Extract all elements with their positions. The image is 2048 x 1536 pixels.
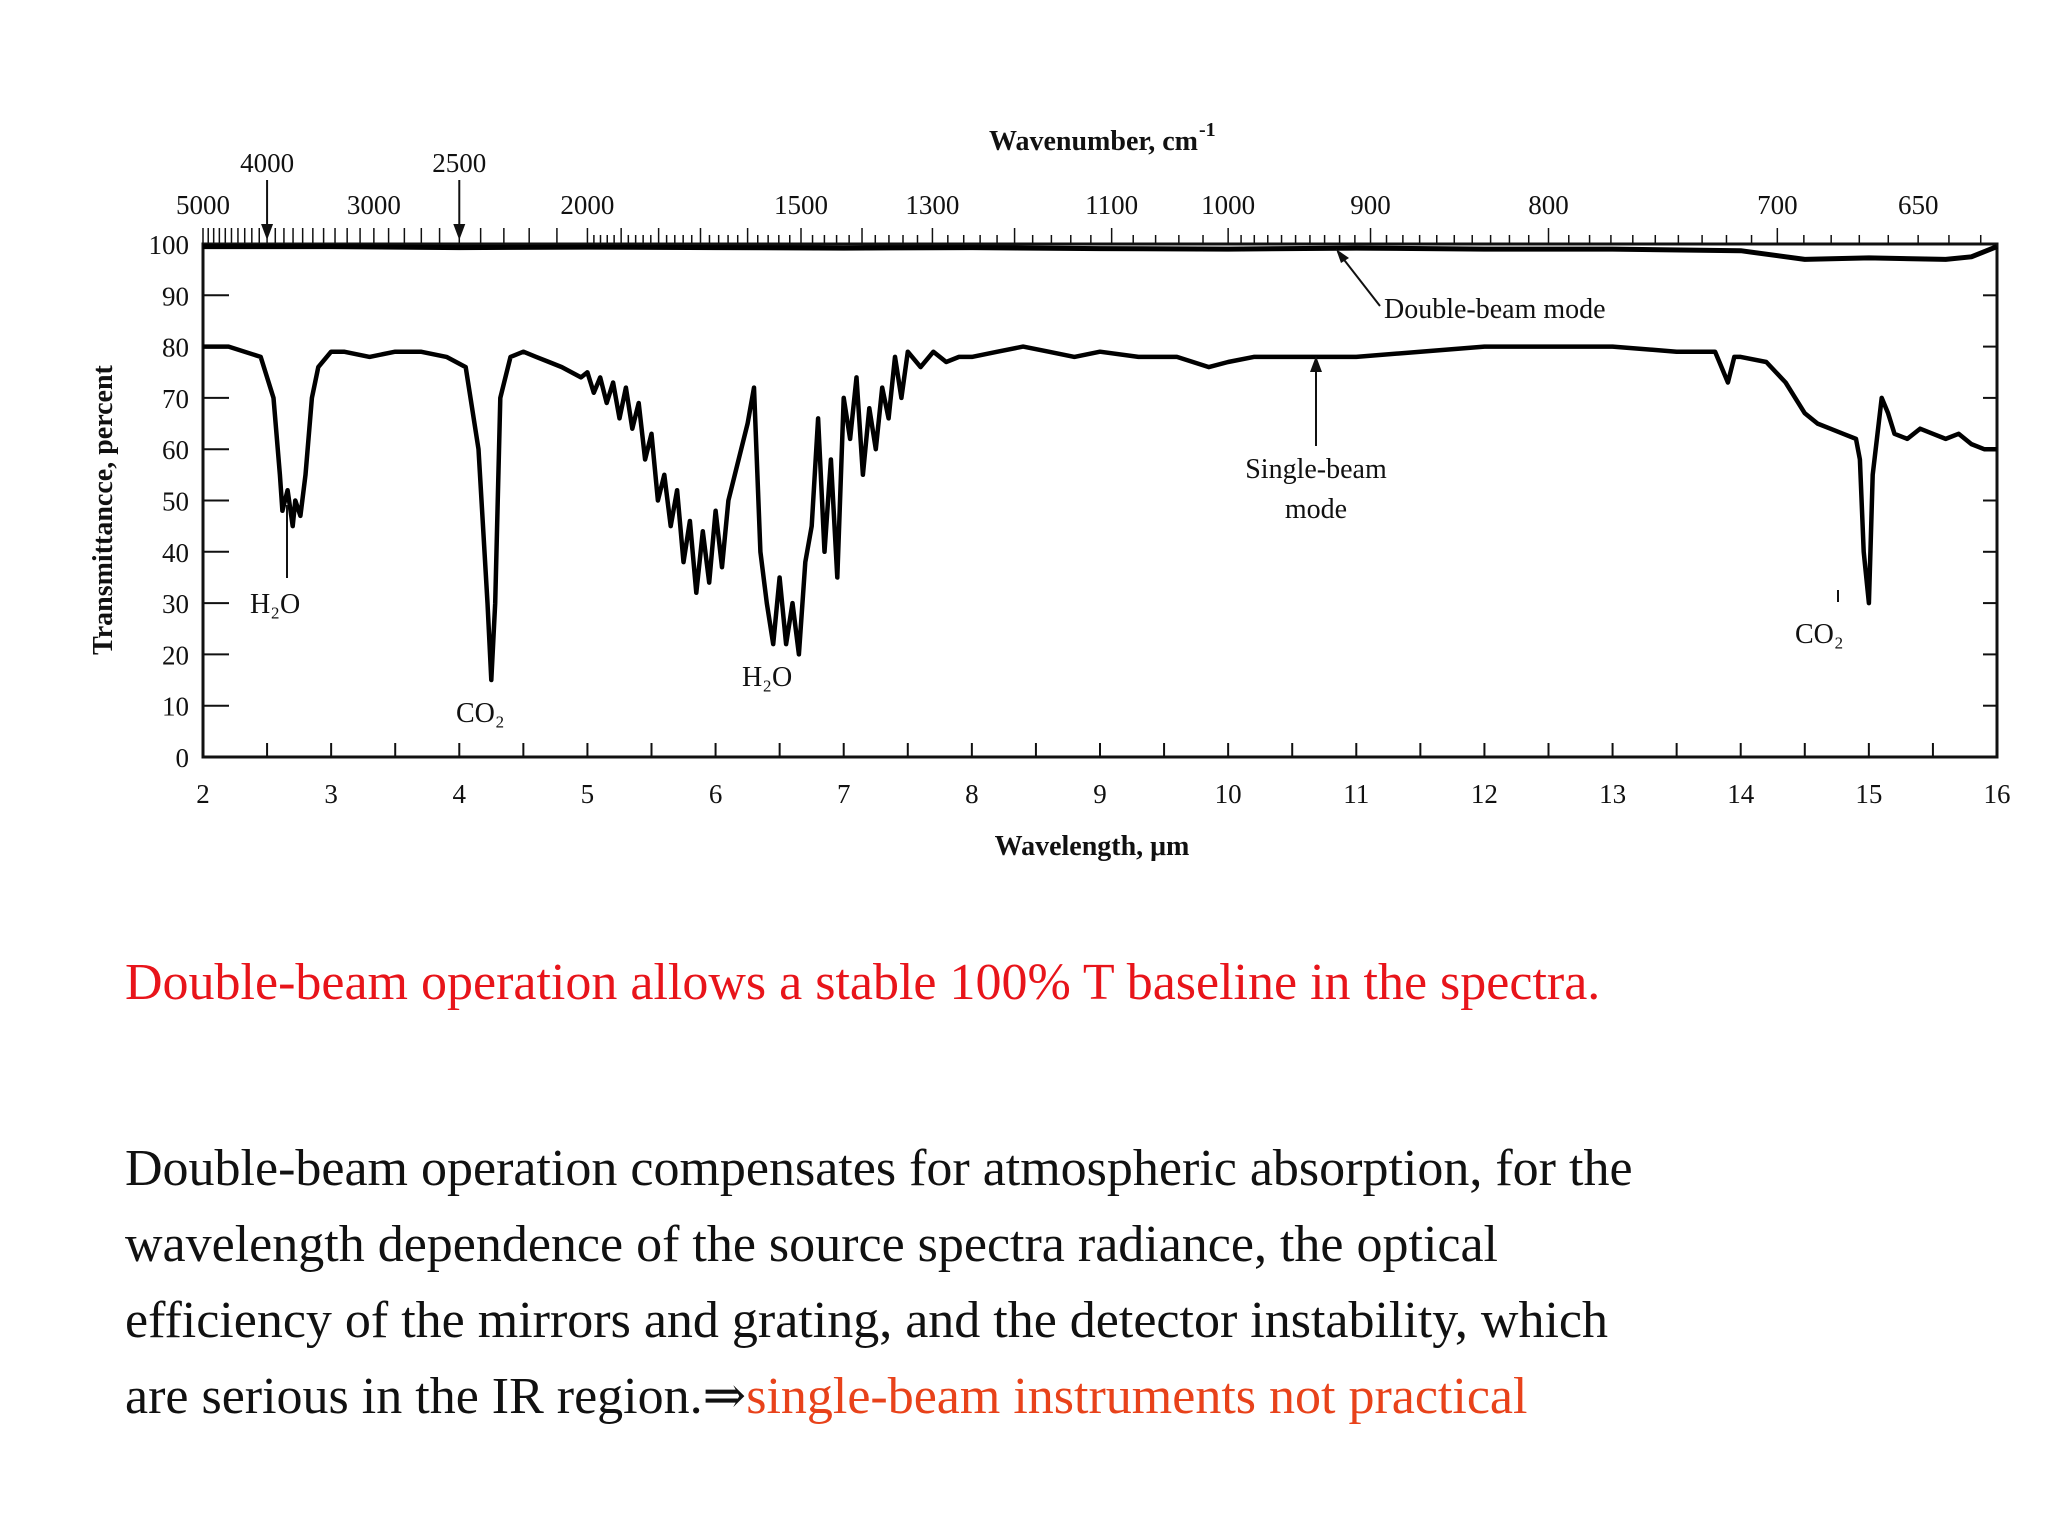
body-line-2: wavelength dependence of the source spec… bbox=[125, 1216, 1498, 1273]
x-axis-title: Wavelength, μm bbox=[995, 831, 1190, 862]
y-tick-label: 60 bbox=[162, 435, 189, 465]
y-tick-label: 20 bbox=[162, 640, 189, 670]
wavenumber-tick-label: 1000 bbox=[1201, 190, 1255, 220]
body-line-4: are serious in the IR region.⇒single-bea… bbox=[125, 1359, 1985, 1435]
plot-border bbox=[201, 242, 1999, 759]
single-beam-pointer-arrowhead bbox=[1310, 356, 1322, 372]
x-tick-label: 10 bbox=[1215, 779, 1242, 809]
ir-spectrum-chart: 2 3 4 5 6 7 8 9 10 11 12 13 14 15 16 5000 3000 2000 1500 1… bbox=[88, 119, 2011, 862]
x-tick-label: 5 bbox=[581, 779, 595, 809]
wavenumber-tick-label: 1300 bbox=[905, 190, 959, 220]
wavenumber-tick-label: 1500 bbox=[774, 190, 828, 220]
body-line-3: efficiency of the mirrors and grating, a… bbox=[125, 1292, 1608, 1349]
y-tick-label: 40 bbox=[162, 538, 189, 568]
top-axis-title-superscript: -1 bbox=[1199, 119, 1216, 141]
annotation-single-beam-line1: Single-beam bbox=[1245, 454, 1387, 485]
double-beam-series-line bbox=[203, 244, 1998, 262]
annotation-h2o-mid: H₂O bbox=[742, 662, 792, 693]
wavenumber-tick-label: 3000 bbox=[347, 190, 401, 220]
plot-frame bbox=[201, 242, 1999, 759]
transmittance-axis-ticks: 0 10 20 30 40 50 60 70 80 90 100 bbox=[149, 230, 1997, 773]
top-axis-title: Wavenumber, cm bbox=[989, 126, 1198, 157]
body-line-4-start: are serious in the IR region. bbox=[125, 1368, 703, 1425]
body-paragraph: Double-beam operation compensates for at… bbox=[125, 1131, 1985, 1435]
implies-arrow: ⇒ bbox=[702, 1368, 747, 1425]
y-tick-label: 80 bbox=[162, 333, 189, 363]
y-tick-label: 70 bbox=[162, 384, 189, 414]
double-beam-pointer-arrowhead bbox=[1336, 249, 1349, 263]
wavenumber-tick-label: 5000 bbox=[176, 190, 230, 220]
wavenumber-axis-ticks: 5000 3000 2000 1500 1300 1100 1000 900 800 700 650… bbox=[176, 148, 1982, 244]
series-group bbox=[203, 244, 1998, 683]
wavenumber-tick-label: 650 bbox=[1898, 190, 1939, 220]
annotation-single-beam-line2: mode bbox=[1285, 494, 1347, 525]
y-tick-label: 10 bbox=[162, 692, 189, 722]
x-tick-label: 13 bbox=[1599, 779, 1626, 809]
wavenumber-tick-label: 800 bbox=[1528, 190, 1569, 220]
annotation-co2-right: CO₂ bbox=[1795, 619, 1844, 650]
x-tick-label: 4 bbox=[453, 779, 467, 809]
wavenumber-arrow-label: 4000 bbox=[240, 148, 294, 178]
wavenumber-tick-label: 1100 bbox=[1085, 190, 1138, 220]
wavenumber-tick-label: 900 bbox=[1350, 190, 1391, 220]
y-tick-label: 30 bbox=[162, 589, 189, 619]
wavenumber-arrowhead bbox=[453, 224, 466, 240]
annotation-co2-left: CO₂ bbox=[456, 698, 505, 729]
y-tick-label: 90 bbox=[162, 281, 189, 311]
highlight-conclusion: single-beam instruments not practical bbox=[746, 1368, 1528, 1425]
x-tick-label: 12 bbox=[1471, 779, 1498, 809]
wavenumber-tick-label: 2000 bbox=[560, 190, 614, 220]
wavenumber-arrowhead bbox=[261, 224, 274, 240]
wavenumber-tick-label: 700 bbox=[1757, 190, 1798, 220]
x-tick-label: 3 bbox=[324, 779, 338, 809]
double-beam-pointer-arrow bbox=[1337, 251, 1381, 307]
annotation-double-beam-mode: Double-beam mode bbox=[1384, 294, 1606, 325]
y-tick-label: 50 bbox=[162, 487, 189, 517]
x-tick-label: 7 bbox=[837, 779, 851, 809]
red-caption: Double-beam operation allows a stable 10… bbox=[125, 954, 1601, 1011]
x-tick-label: 8 bbox=[965, 779, 979, 809]
x-tick-label: 14 bbox=[1727, 779, 1755, 809]
x-tick-label: 9 bbox=[1093, 779, 1107, 809]
y-tick-label: 0 bbox=[176, 743, 190, 773]
x-tick-label: 2 bbox=[196, 779, 210, 809]
y-tick-label: 100 bbox=[149, 230, 190, 260]
single-beam-series-line bbox=[203, 344, 1997, 683]
wavelength-axis-ticks: 2 3 4 5 6 7 8 9 10 11 12 13 14 15 16 bbox=[196, 743, 2011, 809]
wavenumber-arrow-label: 2500 bbox=[432, 148, 486, 178]
x-tick-label: 11 bbox=[1343, 779, 1369, 809]
x-tick-label: 16 bbox=[1984, 779, 2011, 809]
y-axis-title: Transmittancce, percent bbox=[88, 364, 119, 654]
annotation-h2o-left: H₂O bbox=[250, 589, 300, 620]
x-tick-label: 6 bbox=[709, 779, 723, 809]
x-tick-label: 15 bbox=[1855, 779, 1882, 809]
body-line-1: Double-beam operation compensates for at… bbox=[125, 1140, 1633, 1197]
